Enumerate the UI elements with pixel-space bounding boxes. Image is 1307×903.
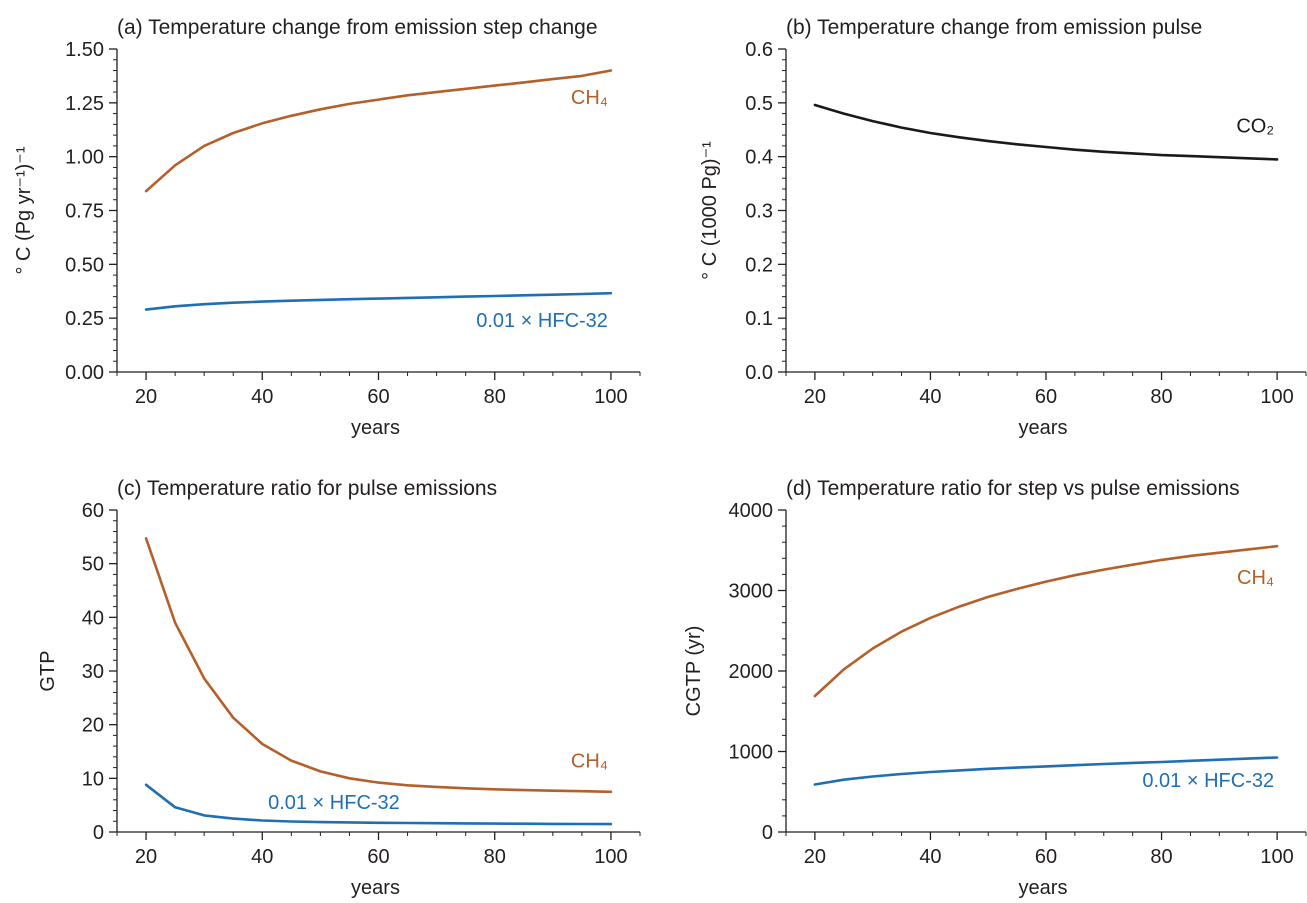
series-line	[144, 291, 613, 311]
series-line	[813, 544, 1279, 698]
series-label: CH₄	[571, 87, 608, 109]
series-line	[813, 103, 1279, 161]
y-tick-label: 1.00	[65, 147, 104, 169]
panel-d: (d) Temperature ratio for step vs pulse …	[683, 477, 1307, 899]
series-line	[144, 783, 613, 826]
x-tick-label: 100	[1260, 846, 1293, 868]
x-axis-label: years	[351, 417, 400, 439]
y-tick-label: 2000	[729, 661, 774, 683]
x-tick-label: 40	[251, 386, 273, 408]
y-tick-label: 0.75	[65, 201, 104, 223]
x-tick-label: 20	[804, 386, 826, 408]
y-tick-label: 30	[82, 661, 104, 683]
x-tick-label: 80	[1150, 846, 1172, 868]
series-line	[813, 756, 1279, 786]
series-label: CH₄	[1237, 567, 1274, 589]
panel-title: (c) Temperature ratio for pulse emission…	[117, 477, 497, 500]
y-axis-label: CGTP (yr)	[683, 626, 705, 717]
x-tick-label: 40	[251, 846, 273, 868]
panel-b: (b) Temperature change from emission pul…	[699, 16, 1307, 439]
y-tick-label: 0	[93, 822, 104, 844]
panel-title: (d) Temperature ratio for step vs pulse …	[786, 477, 1240, 500]
y-tick-label: 0.50	[65, 254, 104, 276]
x-tick-label: 80	[484, 846, 506, 868]
series-label: CH₄	[571, 751, 608, 773]
series-label: CO₂	[1236, 115, 1274, 137]
series-label: 0.01 × HFC-32	[476, 310, 608, 332]
y-tick-label: 1.50	[65, 39, 104, 61]
y-tick-label: 4000	[729, 500, 774, 522]
y-tick-label: 0.0	[745, 362, 773, 384]
x-axis-label: years	[351, 877, 400, 899]
panel-title: (a) Temperature change from emission ste…	[117, 16, 598, 39]
x-tick-label: 60	[367, 386, 389, 408]
y-tick-label: 1.25	[65, 93, 104, 115]
x-tick-label: 40	[919, 846, 941, 868]
y-tick-label: 3000	[729, 581, 774, 603]
x-tick-label: 100	[1260, 386, 1293, 408]
y-tick-label: 1000	[729, 742, 774, 764]
panel-a: (a) Temperature change from emission ste…	[13, 16, 641, 439]
x-tick-label: 60	[1035, 846, 1057, 868]
y-tick-label: 0.6	[745, 39, 773, 61]
y-tick-label: 0.5	[745, 93, 773, 115]
x-tick-label: 20	[135, 846, 157, 868]
y-tick-label: 0	[762, 822, 773, 844]
y-tick-label: 0.25	[65, 308, 104, 330]
y-tick-label: 0.1	[745, 308, 773, 330]
y-axis-label: GTP	[37, 650, 59, 691]
series-label: 0.01 × HFC-32	[1142, 770, 1274, 792]
y-tick-label: 0.2	[745, 254, 773, 276]
y-tick-label: 0.3	[745, 201, 773, 223]
x-tick-label: 80	[484, 386, 506, 408]
x-tick-label: 80	[1150, 386, 1172, 408]
x-tick-label: 60	[1035, 386, 1057, 408]
y-tick-label: 40	[82, 607, 104, 629]
y-tick-label: 0.4	[745, 147, 773, 169]
y-tick-label: 20	[82, 715, 104, 737]
series-line	[144, 69, 613, 193]
y-tick-label: 10	[82, 768, 104, 790]
x-tick-label: 100	[594, 386, 627, 408]
x-tick-label: 20	[135, 386, 157, 408]
y-tick-label: 0.00	[65, 362, 104, 384]
series-label: 0.01 × HFC-32	[268, 792, 400, 814]
y-axis-label: ° C (1000 Pg)⁻¹	[699, 141, 721, 280]
x-tick-label: 100	[594, 846, 627, 868]
x-axis-label: years	[1019, 417, 1068, 439]
x-tick-label: 40	[919, 386, 941, 408]
x-tick-label: 60	[367, 846, 389, 868]
y-tick-label: 50	[82, 554, 104, 576]
y-tick-label: 60	[82, 500, 104, 522]
y-axis-label: ° C (Pg yr⁻¹)⁻¹	[13, 146, 35, 274]
x-axis-label: years	[1019, 877, 1068, 899]
panel-title: (b) Temperature change from emission pul…	[786, 16, 1202, 39]
panel-c: (c) Temperature ratio for pulse emission…	[37, 477, 641, 899]
series-line	[144, 537, 613, 794]
x-tick-label: 20	[804, 846, 826, 868]
